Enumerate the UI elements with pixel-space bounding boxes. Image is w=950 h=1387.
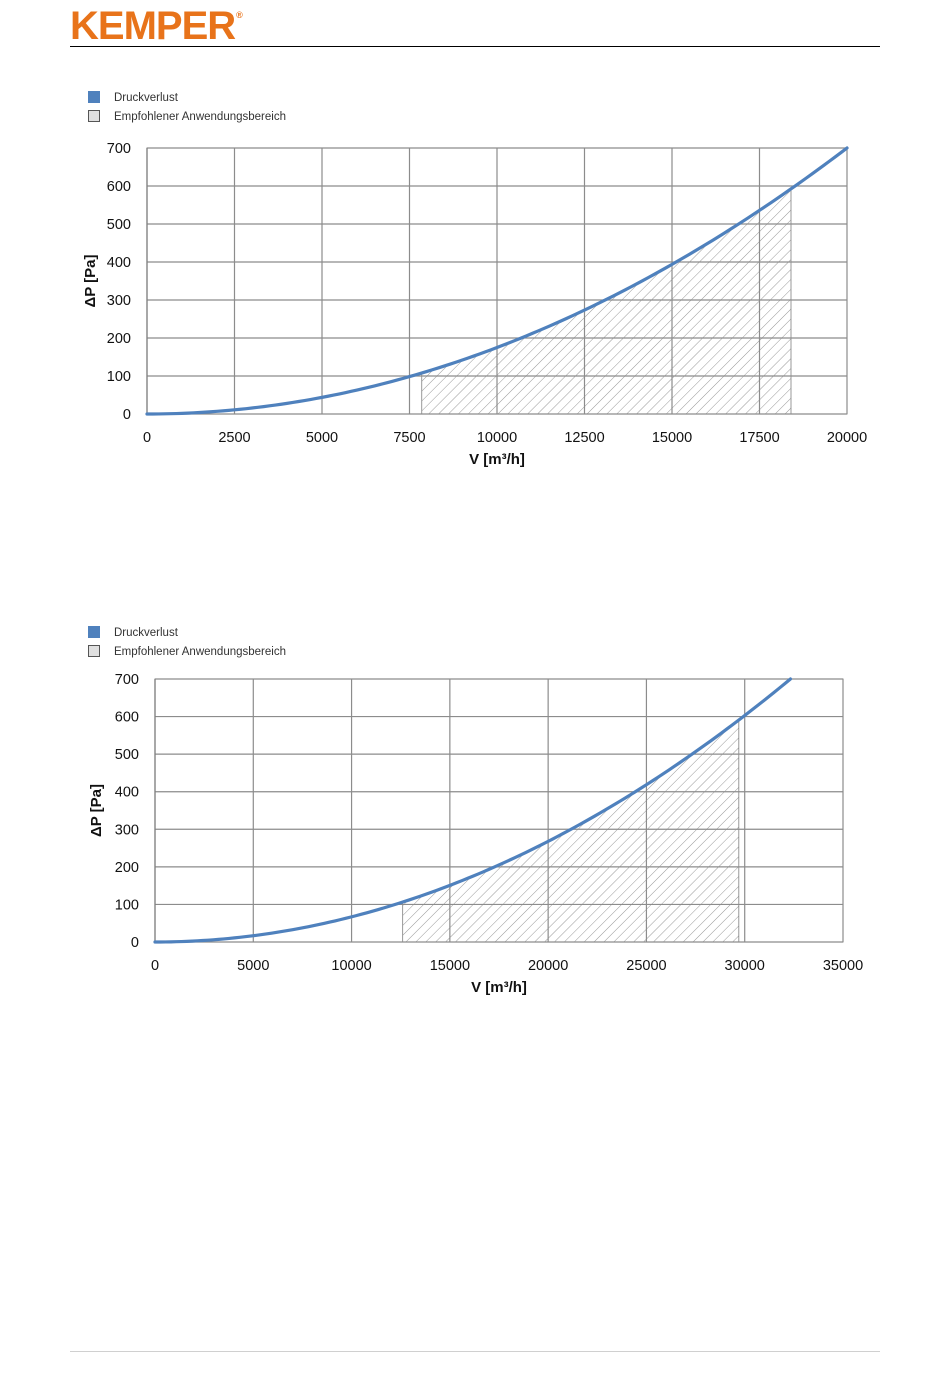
x-tick-label: 20000 xyxy=(827,430,867,446)
footer-rule xyxy=(70,1351,880,1352)
y-tick-label: 100 xyxy=(107,369,131,385)
logo-text: KEMPER xyxy=(70,4,236,48)
y-tick-label: 700 xyxy=(107,141,131,157)
y-tick-label: 200 xyxy=(115,860,139,876)
legend-label-druckverlust: Druckverlust xyxy=(114,92,179,104)
y-tick-label: 400 xyxy=(107,255,131,271)
chart-2: Druckverlust Empfohlener Anwendungsbereic… xyxy=(0,615,950,1015)
y-tick-label: 600 xyxy=(107,179,131,195)
y-tick-label: 300 xyxy=(107,293,131,309)
legend-swatch-range xyxy=(88,645,100,657)
kemper-logo: KEMPER® xyxy=(70,4,243,49)
y-tick-label: 400 xyxy=(115,785,139,801)
x-tick-label: 10000 xyxy=(477,430,517,446)
x-tick-label: 25000 xyxy=(626,958,666,974)
header-rule xyxy=(70,46,880,47)
legend-swatch-druckverlust xyxy=(88,626,100,638)
legend-label-range: Empfohlener Anwendungsbereich xyxy=(114,111,286,123)
chart-1: Druckverlust Empfohlener Anwendungsbereic… xyxy=(0,80,950,480)
y-tick-label: 500 xyxy=(115,747,139,763)
y-tick-label: 600 xyxy=(115,710,139,726)
x-axis-title: V [m³/h] xyxy=(469,451,525,468)
registered-mark: ® xyxy=(236,10,243,20)
chart-2-svg: Druckverlust Empfohlener Anwendungsbereic… xyxy=(88,626,863,996)
x-tick-label: 15000 xyxy=(430,958,470,974)
y-axis-title: ΔP [Pa] xyxy=(88,784,105,837)
x-tick-label: 0 xyxy=(143,430,151,446)
x-tick-label: 20000 xyxy=(528,958,568,974)
y-tick-label: 100 xyxy=(115,897,139,913)
y-tick-label: 300 xyxy=(115,822,139,838)
x-tick-label: 2500 xyxy=(218,430,250,446)
legend-label-range: Empfohlener Anwendungsbereich xyxy=(114,646,286,658)
y-tick-label: 0 xyxy=(131,935,139,951)
x-tick-label: 30000 xyxy=(725,958,765,974)
x-tick-label: 10000 xyxy=(331,958,371,974)
y-axis-title: ΔP [Pa] xyxy=(82,254,99,307)
x-tick-label: 35000 xyxy=(823,958,863,974)
chart-1-svg: Druckverlust Empfohlener Anwendungsbereic… xyxy=(82,91,867,468)
y-tick-label: 200 xyxy=(107,331,131,347)
x-axis-title: V [m³/h] xyxy=(471,979,527,996)
x-tick-label: 0 xyxy=(151,958,159,974)
x-tick-label: 15000 xyxy=(652,430,692,446)
y-tick-label: 0 xyxy=(123,407,131,423)
x-tick-label: 7500 xyxy=(393,430,425,446)
druckverlust-line xyxy=(153,677,793,944)
druckverlust-line xyxy=(145,146,849,416)
y-tick-label: 700 xyxy=(115,672,139,688)
x-tick-label: 12500 xyxy=(564,430,604,446)
x-tick-label: 5000 xyxy=(237,958,269,974)
legend-swatch-range xyxy=(88,110,100,122)
x-tick-label: 5000 xyxy=(306,430,338,446)
y-tick-label: 500 xyxy=(107,217,131,233)
x-tick-label: 17500 xyxy=(739,430,779,446)
legend-label-druckverlust: Druckverlust xyxy=(114,627,179,639)
legend-swatch-druckverlust xyxy=(88,91,100,103)
